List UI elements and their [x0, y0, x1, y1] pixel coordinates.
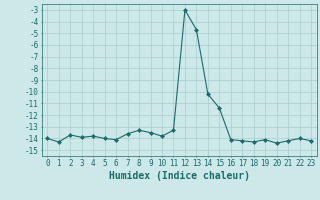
X-axis label: Humidex (Indice chaleur): Humidex (Indice chaleur): [109, 171, 250, 181]
